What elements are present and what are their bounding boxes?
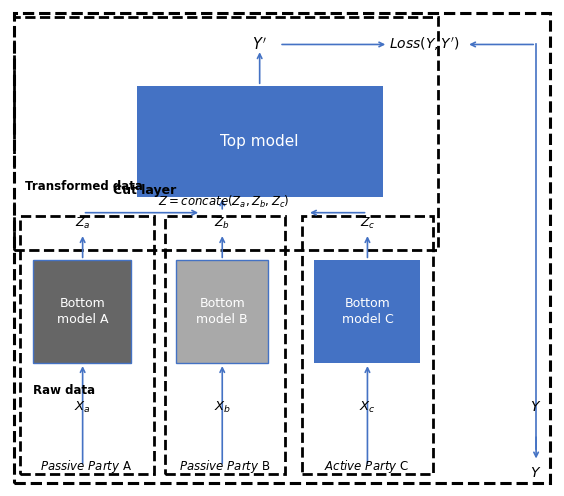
Bar (33, 260, 131, 363)
Bar (314, 260, 421, 363)
Text: $Y$: $Y$ (530, 400, 542, 414)
Text: $\it{Passive\ Party}$ B: $\it{Passive\ Party}$ B (179, 458, 270, 475)
Bar (20, 216, 153, 474)
Bar (176, 260, 268, 363)
Text: $Y$: $Y$ (530, 466, 542, 480)
Text: Bottom
model B: Bottom model B (196, 297, 248, 326)
Text: Top model: Top model (221, 133, 299, 149)
Text: $\it{Passive\ Party}$ A: $\it{Passive\ Party}$ A (41, 458, 133, 475)
Text: $X_a$: $X_a$ (74, 400, 91, 415)
Text: $Y'$: $Y'$ (252, 36, 267, 53)
Text: $Z_b$: $Z_b$ (214, 216, 230, 231)
Text: $Z = concate(Z_a, Z_b, Z_c)$: $Z = concate(Z_a, Z_b, Z_c)$ (157, 193, 289, 210)
Text: $Z_a$: $Z_a$ (75, 216, 90, 231)
Text: $Loss(Y, Y')$: $Loss(Y, Y')$ (389, 36, 460, 53)
Text: $Z_c$: $Z_c$ (360, 216, 375, 231)
Text: $X_b$: $X_b$ (214, 400, 231, 415)
Text: Raw data: Raw data (33, 384, 96, 397)
Text: Bottom
model A: Bottom model A (57, 297, 108, 326)
Text: Bottom
model C: Bottom model C (342, 297, 393, 326)
Text: Cut layer: Cut layer (113, 184, 176, 196)
Text: $X_c$: $X_c$ (359, 400, 376, 415)
Bar (14, 17, 438, 250)
Text: Transformed data: Transformed data (25, 180, 143, 193)
Bar (137, 86, 382, 196)
Bar (165, 216, 285, 474)
Text: $\it{Active\ Party}$ C: $\it{Active\ Party}$ C (324, 458, 409, 475)
Bar (302, 216, 433, 474)
